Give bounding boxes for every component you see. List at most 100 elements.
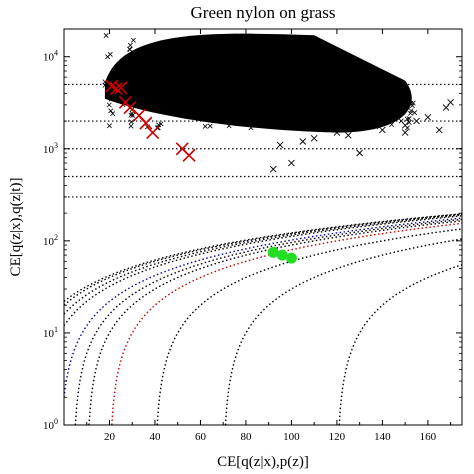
y-tick-base-0: 10 [43, 420, 55, 432]
cloud-point [300, 112, 306, 118]
reference-curve-1 [64, 213, 462, 302]
cloud-point [246, 78, 252, 84]
cloud-point [280, 98, 286, 104]
cloud-point [261, 111, 267, 117]
cloud-point [174, 80, 180, 86]
cloud-point [254, 99, 260, 105]
cloud-point [378, 111, 384, 117]
cloud-point [243, 90, 249, 96]
cloud-point [258, 119, 264, 125]
cloud-point [298, 122, 304, 128]
cloud-point [260, 93, 266, 99]
cloud-point [242, 119, 248, 125]
cloud-point [190, 98, 196, 104]
cloud-point [175, 59, 181, 65]
cloud-point [201, 65, 207, 71]
x-tick-label-1: 40 [149, 431, 161, 443]
cloud-point [283, 74, 289, 80]
cloud-point [103, 33, 109, 38]
cloud-point [128, 112, 134, 118]
reference-curve-3 [64, 215, 462, 326]
cloud-point [366, 88, 372, 94]
cloud-point [145, 106, 151, 112]
series-0-point-0 [276, 141, 284, 149]
cloud-point [373, 124, 379, 130]
cloud-point [375, 91, 381, 97]
x-tick-label-3: 80 [240, 431, 252, 443]
cloud-point [312, 82, 318, 88]
cloud-point [143, 97, 149, 103]
cloud-point [222, 62, 228, 68]
cloud-point [301, 121, 307, 126]
cloud-point [317, 117, 323, 123]
cloud-point [276, 68, 281, 74]
series-0-point-11 [442, 104, 450, 111]
cloud-point [395, 106, 401, 112]
reference-curve-10 [338, 264, 462, 425]
cloud-point [242, 101, 248, 107]
cloud-point [390, 103, 396, 109]
cloud-point [226, 108, 232, 114]
cloud-point [238, 79, 244, 85]
cloud-point [372, 98, 378, 104]
cloud-point [175, 102, 181, 108]
cloud-point [250, 109, 256, 115]
reference-curve-4 [64, 217, 462, 398]
cloud-point [356, 111, 362, 117]
cloud-point [131, 81, 137, 87]
reference-curve-8 [156, 228, 462, 425]
data-marks [105, 79, 454, 264]
series-0-point-10 [435, 126, 443, 134]
series-0-point-5 [344, 132, 352, 139]
cloud-point [142, 57, 148, 63]
cloud-point [316, 117, 322, 123]
cloud-point [183, 88, 189, 94]
cloud-point [333, 111, 339, 117]
cloud-point [170, 94, 176, 100]
cloud-point [231, 110, 237, 116]
cloud-point [406, 120, 412, 126]
cloud-point [212, 75, 218, 81]
cloud-point [247, 90, 253, 96]
cloud-point [353, 88, 359, 94]
cloud-point [108, 108, 114, 114]
cloud-point [310, 106, 316, 111]
cloud-point [289, 89, 295, 95]
cloud-point [175, 111, 181, 117]
cloud-point [279, 93, 285, 99]
y-tick-exponent-0: 0 [54, 417, 58, 426]
cloud-point [313, 101, 319, 106]
cloud-point [248, 92, 254, 98]
cloud-point [296, 105, 302, 111]
series-0-point-15 [356, 121, 363, 129]
y-tick-base-4: 10 [43, 52, 55, 64]
series-1-point-1 [109, 82, 123, 96]
cloud-point [128, 119, 134, 125]
cloud-point [181, 106, 187, 112]
series-0-point-4 [356, 149, 363, 157]
cloud-point [340, 87, 346, 93]
cloud-point [191, 88, 197, 94]
cloud-point [412, 110, 418, 116]
cloud-point [216, 73, 222, 79]
cloud-point [203, 102, 208, 108]
y-tick-base-2: 10 [43, 236, 55, 248]
series-0-point-1 [299, 138, 307, 145]
cloud-point [344, 97, 350, 103]
cloud-point [317, 111, 323, 117]
y-tick-base-3: 10 [43, 144, 55, 156]
y-tick-label-4: 104 [43, 49, 58, 64]
cloud-point [326, 124, 332, 130]
cloud-point [106, 102, 112, 108]
cloud-point [224, 71, 230, 77]
cloud-point [235, 110, 241, 116]
cloud-point [201, 57, 207, 63]
cloud-point [279, 124, 284, 130]
cloud-point [410, 100, 416, 106]
cloud-point [384, 93, 390, 99]
reference-curve-6 [88, 220, 462, 425]
cloud-point [223, 119, 229, 125]
cloud-point [248, 64, 254, 70]
y-tick-exponent-2: 2 [54, 233, 58, 242]
cloud-point [319, 91, 325, 97]
